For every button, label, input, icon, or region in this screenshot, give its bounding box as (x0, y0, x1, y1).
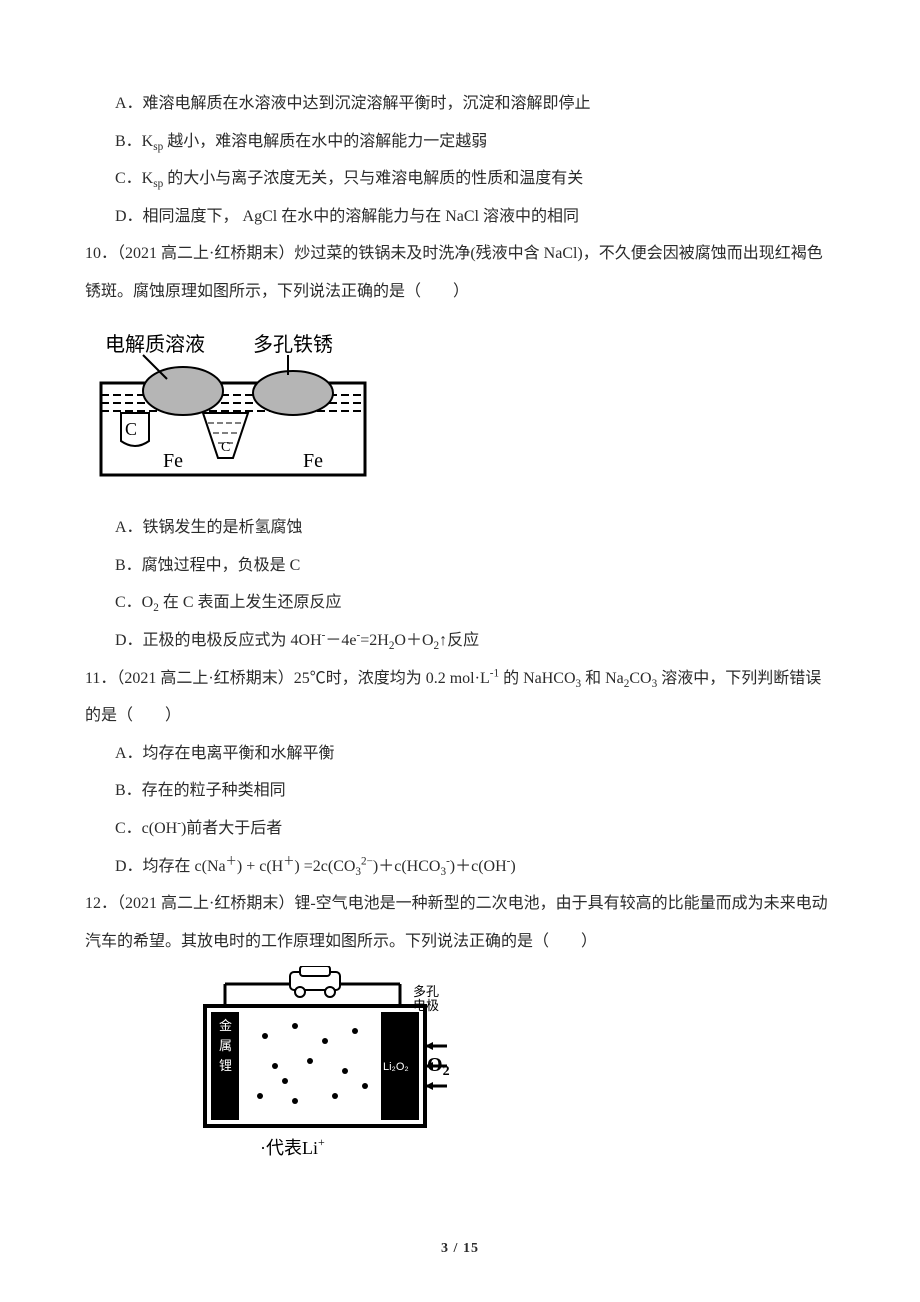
option-10-d: D．正极的电极反应式为 4OH-－4e-=2H2O＋O2↑反应 (85, 622, 835, 660)
p2: 的 NaHCO (499, 670, 575, 687)
t3: =2H (360, 632, 389, 649)
t1: D．正极的电极反应式为 4OH (115, 632, 322, 649)
question-11-stem: 11．（2021 高二上·红桥期末）25℃时，浓度均为 0.2 mol·L-1 … (85, 660, 835, 735)
svg-text:电极: 电极 (413, 998, 439, 1013)
option-9-c: C．Ksp 的大小与离子浓度无关，只与难溶电解质的性质和温度有关 (85, 160, 835, 198)
lio2-label: Li₂O₂ (383, 1061, 409, 1073)
left-electrode-label: 金 (219, 1018, 232, 1033)
p4: CO (629, 670, 651, 687)
option-11-a: A．均存在电离平衡和水解平衡 (85, 735, 835, 773)
text-pre: C．K (115, 170, 153, 187)
s2: ＋ (283, 855, 294, 867)
p1: 11．（2021 高二上·红桥期末）25℃时，浓度均为 0.2 mol·L (85, 670, 490, 687)
subscript-sp: sp (153, 141, 163, 153)
label-rust: 多孔铁锈 (253, 333, 333, 356)
label-fe-right: Fe (303, 450, 323, 472)
page-footer: 3 / 15 (0, 1233, 920, 1266)
subscript-sp: sp (153, 178, 163, 190)
text: B．腐蚀过程中，负极是 C (115, 557, 300, 574)
option-9-d: D．相同温度下， AgCl 在水中的溶解能力与在 NaCl 溶液中的相同 (85, 198, 835, 236)
question-12: 12．（2021 高二上·红桥期末）锂-空气电池是一种新型的二次电池，由于具有较… (85, 885, 835, 1181)
option-11-b: B．存在的粒子种类相同 (85, 772, 835, 810)
option-11-c: C．c(OH-)前者大于后者 (85, 810, 835, 848)
text: B．存在的粒子种类相同 (115, 782, 286, 799)
label-c: C (125, 419, 137, 439)
t5: )＋c(OH (450, 858, 507, 875)
p3: 和 Na (581, 670, 624, 687)
svg-text:锂: 锂 (219, 1058, 232, 1073)
s1: ＋ (226, 855, 237, 867)
text-post: 越小，难溶电解质在水中的溶解能力一定越弱 (163, 133, 487, 150)
t4: )＋c(HCO (373, 858, 441, 875)
page-total: 15 (463, 1241, 479, 1256)
t1: D．均存在 c(Na (115, 858, 226, 875)
question-10-stem: 10．（2021 高二上·红桥期末）炒过菜的铁锅未及时洗净(残液中含 NaCl)… (85, 235, 835, 310)
text-pre: C．O (115, 594, 153, 611)
svg-text:属: 属 (219, 1038, 232, 1053)
question-11: 11．（2021 高二上·红桥期末）25℃时，浓度均为 0.2 mol·L-1 … (85, 660, 835, 886)
option-10-c: C．O2 在 C 表面上发生还原反应 (85, 584, 835, 622)
option-9-a: A．难溶电解质在水溶液中达到沉淀溶解平衡时，沉淀和溶解即停止 (85, 85, 835, 123)
option-10-a: A．铁锅发生的是析氢腐蚀 (85, 509, 835, 547)
caption: ·代表Li+ (260, 1135, 325, 1158)
t6: ) (510, 858, 515, 875)
t2: ) + c(H (237, 858, 283, 875)
t4: O＋O (394, 632, 433, 649)
text: A．铁锅发生的是析氢腐蚀 (115, 519, 303, 536)
t3: ) =2c(CO (294, 858, 355, 875)
option-11-d: D．均存在 c(Na＋) + c(H＋) =2c(CO32−)＋c(HCO3-)… (85, 848, 835, 886)
text-post: 的大小与离子浓度无关，只与难溶电解质的性质和温度有关 (163, 170, 583, 187)
label-fe-left: Fe (163, 450, 183, 472)
corrosion-diagram: 电解质溶液 多孔铁锈 C C Fe Fe (93, 323, 835, 498)
question-12-stem: 12．（2021 高二上·红桥期末）锂-空气电池是一种新型的二次电池，由于具有较… (85, 885, 835, 960)
s5: 3 (440, 866, 446, 878)
s4: 2− (361, 855, 373, 867)
svg-text:多孔: 多孔 (413, 984, 439, 999)
question-10: 10．（2021 高二上·红桥期末）炒过菜的铁锅未及时洗净(残液中含 NaCl)… (85, 235, 835, 659)
t2: )前者大于后者 (181, 820, 282, 837)
page-sep: / (449, 1241, 463, 1256)
text: A．难溶电解质在水溶液中达到沉淀溶解平衡时，沉淀和溶解即停止 (115, 95, 591, 112)
text-post: 在 C 表面上发生还原反应 (159, 594, 342, 611)
page-current: 3 (441, 1241, 449, 1256)
text: A．均存在电离平衡和水解平衡 (115, 745, 335, 762)
text: D．相同温度下， AgCl 在水中的溶解能力与在 NaCl 溶液中的相同 (115, 208, 579, 225)
battery-diagram: Li₂O₂ 金 属 锂 多孔 电极 O2 ·代表L (195, 966, 835, 1181)
text-pre: B．K (115, 133, 153, 150)
t1: C．c(OH (115, 820, 177, 837)
svg-text:C: C (221, 440, 230, 455)
t2: －4e (325, 632, 356, 649)
s1: -1 (490, 667, 499, 679)
t5: ↑反应 (439, 632, 479, 649)
s3: 3 (355, 866, 361, 878)
option-9-b: B．Ksp 越小，难溶电解质在水中的溶解能力一定越弱 (85, 123, 835, 161)
option-10-b: B．腐蚀过程中，负极是 C (85, 547, 835, 585)
label-electrolyte: 电解质溶液 (105, 333, 205, 356)
